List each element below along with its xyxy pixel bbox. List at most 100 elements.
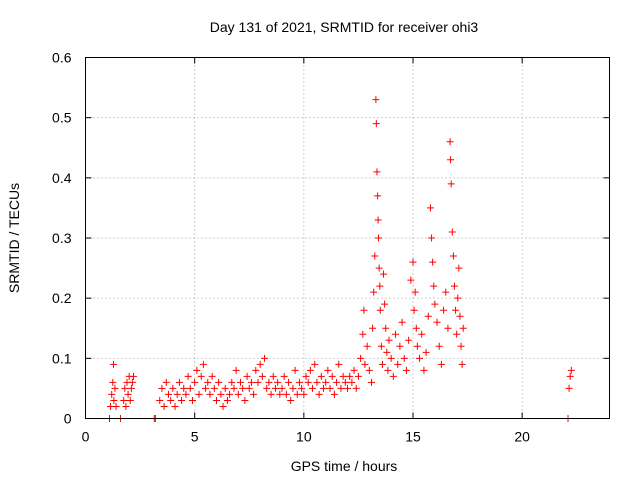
data-point xyxy=(239,384,247,392)
data-point xyxy=(565,384,573,392)
data-point xyxy=(173,390,181,398)
data-point xyxy=(169,384,177,392)
data-point xyxy=(400,354,408,362)
data-point xyxy=(219,402,227,410)
data-point xyxy=(199,360,207,368)
x-tick-label: 10 xyxy=(296,429,312,445)
data-point xyxy=(276,390,284,398)
data-point xyxy=(221,384,229,392)
data-point xyxy=(452,306,460,314)
data-point xyxy=(374,216,382,224)
data-point xyxy=(182,390,190,398)
data-point xyxy=(120,396,128,404)
data-point xyxy=(354,372,362,380)
data-point xyxy=(206,390,214,398)
data-point xyxy=(130,372,138,380)
data-point xyxy=(372,120,380,128)
y-tick-label: 0.4 xyxy=(52,170,72,186)
data-point xyxy=(420,366,428,374)
data-point xyxy=(111,384,119,392)
data-point xyxy=(433,318,441,326)
data-point xyxy=(448,228,456,236)
y-tick-label: 0 xyxy=(64,411,72,427)
data-point xyxy=(158,384,166,392)
data-point xyxy=(437,360,445,368)
data-point xyxy=(426,204,434,212)
data-point xyxy=(431,300,439,308)
y-tick-label: 0.2 xyxy=(52,290,72,306)
data-point xyxy=(282,390,290,398)
data-point xyxy=(348,378,356,386)
data-point xyxy=(352,384,360,392)
data-point xyxy=(447,180,455,188)
data-point xyxy=(457,342,465,350)
y-tick-label: 0.5 xyxy=(52,110,72,126)
data-point xyxy=(232,366,240,374)
data-point xyxy=(271,384,279,392)
data-point xyxy=(186,384,194,392)
data-point xyxy=(112,402,120,410)
data-points xyxy=(106,96,575,422)
data-point xyxy=(455,264,463,272)
data-point xyxy=(265,378,273,386)
data-point xyxy=(454,294,462,302)
data-point xyxy=(269,372,277,380)
data-point xyxy=(374,192,382,200)
data-point xyxy=(315,390,323,398)
data-point xyxy=(328,372,336,380)
data-point xyxy=(422,348,430,356)
data-point xyxy=(300,390,308,398)
data-point xyxy=(380,270,388,278)
data-point xyxy=(274,378,282,386)
data-point xyxy=(384,366,392,374)
data-point xyxy=(428,234,436,242)
data-point xyxy=(127,384,135,392)
data-point xyxy=(411,288,419,296)
data-point xyxy=(164,390,172,398)
data-point xyxy=(278,384,286,392)
data-point xyxy=(180,384,188,392)
data-point xyxy=(291,366,299,374)
data-point xyxy=(376,282,384,290)
data-point xyxy=(319,384,327,392)
data-point xyxy=(160,402,168,410)
data-point xyxy=(440,306,448,314)
data-point xyxy=(122,402,130,410)
data-point xyxy=(193,366,201,374)
data-point xyxy=(410,306,418,314)
data-point xyxy=(429,258,437,266)
data-point xyxy=(326,384,334,392)
data-point xyxy=(350,366,358,374)
data-point xyxy=(195,390,203,398)
data-point xyxy=(109,360,117,368)
data-point xyxy=(304,378,312,386)
data-point xyxy=(337,384,345,392)
data-point xyxy=(344,384,351,392)
data-point xyxy=(383,348,391,356)
data-point xyxy=(162,378,170,386)
data-point xyxy=(311,360,319,368)
data-point xyxy=(230,384,238,392)
data-point xyxy=(459,324,467,332)
data-point xyxy=(402,366,410,374)
data-point xyxy=(261,354,269,362)
data-point xyxy=(444,324,452,332)
plot-frame xyxy=(85,57,610,419)
data-point xyxy=(394,360,402,368)
data-point xyxy=(126,396,134,404)
data-point xyxy=(330,390,338,398)
data-point xyxy=(373,168,381,176)
data-point xyxy=(217,390,225,398)
data-point xyxy=(398,318,406,326)
data-point xyxy=(156,396,164,404)
data-point xyxy=(208,372,216,380)
data-point xyxy=(245,384,253,392)
data-point xyxy=(450,282,458,290)
data-point xyxy=(293,390,301,398)
data-point xyxy=(361,360,369,368)
data-point xyxy=(382,324,390,332)
data-point xyxy=(313,378,321,386)
data-point xyxy=(197,372,205,380)
data-point xyxy=(287,396,295,404)
